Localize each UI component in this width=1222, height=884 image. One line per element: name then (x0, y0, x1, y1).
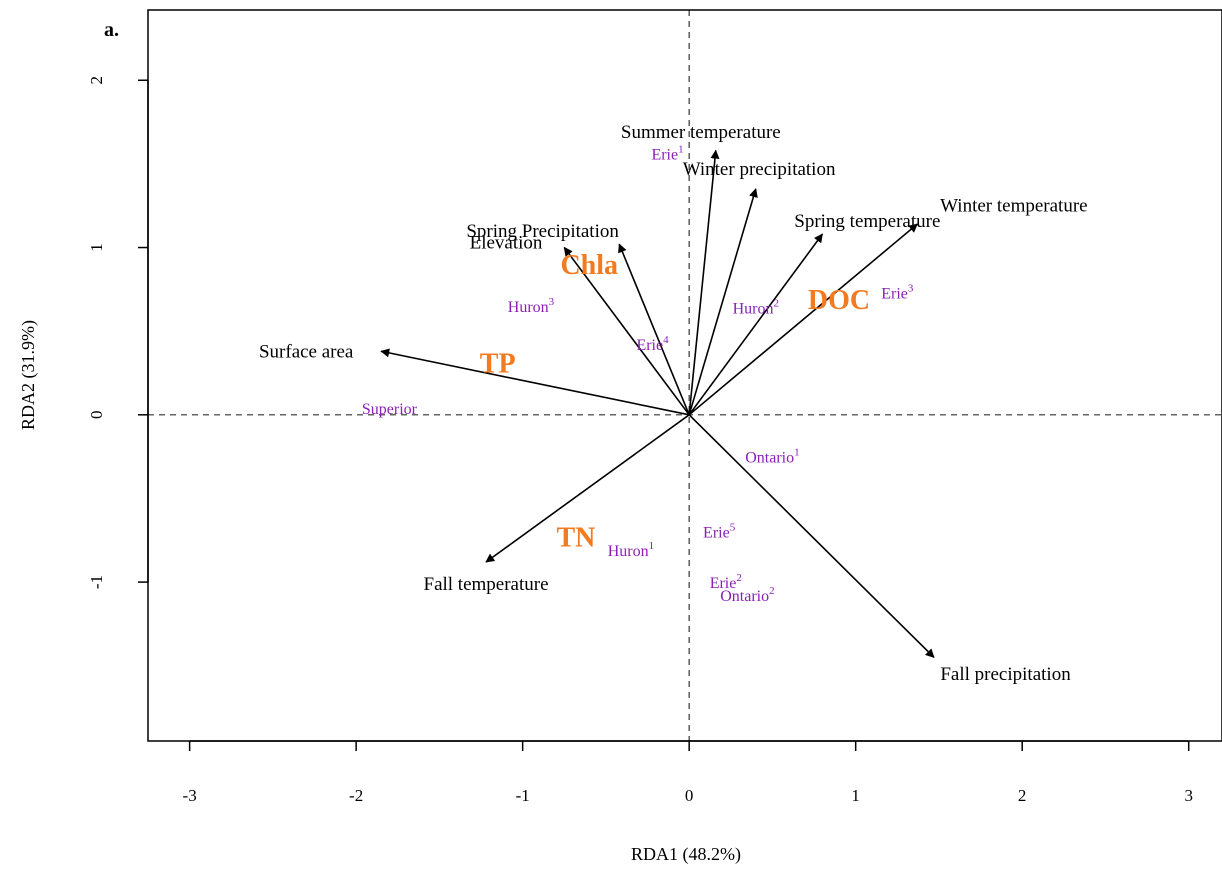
site-name: Huron (608, 543, 649, 560)
y-tick-label: -1 (87, 575, 106, 589)
y-tick-label: 1 (87, 243, 106, 252)
site-label: Huron3 (508, 295, 555, 315)
x-tick-label: 2 (1018, 786, 1027, 805)
x-tick-label: -3 (183, 786, 197, 805)
arrow-vector (380, 348, 690, 416)
site-label: Huron1 (608, 540, 654, 560)
site-label: Superior (362, 400, 418, 417)
arrow-label: Summer temperature (621, 122, 781, 143)
arrow-vector (618, 243, 690, 416)
y-tick-label: 2 (87, 76, 106, 85)
arrow-label: Fall temperature (424, 574, 549, 595)
arrow-vector (688, 149, 720, 415)
arrow-label: Surface area (259, 341, 354, 362)
site-name: Ontario (745, 449, 794, 466)
axes: -3 -2 -1 0 1 2 3 -1 0 1 2 (87, 76, 1193, 805)
plot-frame (147, 9, 1222, 742)
arrow-vector (688, 233, 824, 416)
response-label: Chla (560, 250, 618, 281)
site-name: Erie (710, 574, 737, 591)
arrow-vector (688, 188, 758, 416)
site-name: Erie (703, 524, 730, 541)
arrow-label: Winter temperature (940, 196, 1087, 217)
y-tick-label: 0 (87, 411, 106, 420)
arrow-label: Elevation (470, 233, 543, 254)
site-superscript: 2 (769, 585, 775, 597)
site-superscript: 4 (663, 334, 669, 346)
x-tick-label: 0 (685, 786, 694, 805)
x-axis-label: RDA1 (48.2%) (631, 844, 741, 865)
site-label: Erie1 (651, 143, 683, 163)
site-label: Ontario1 (745, 446, 799, 466)
site-label: Ontario2 (720, 585, 774, 605)
arrow-label: Fall precipitation (940, 664, 1071, 685)
arrow-label: Spring Precipitation (466, 221, 619, 242)
site-name: Huron (508, 298, 549, 315)
site-name: Superior (362, 400, 418, 417)
x-tick-label: -2 (349, 786, 363, 805)
site-superscript: 1 (649, 540, 655, 552)
site-name: Erie (881, 285, 908, 302)
panel-label: a. (104, 19, 119, 41)
site-label: Erie4 (636, 334, 669, 354)
response-label: TP (480, 349, 516, 380)
arrow-vector (563, 246, 690, 416)
site-superscript: 3 (549, 295, 555, 307)
arrow-vector (485, 414, 690, 563)
x-tick-label: -1 (516, 786, 530, 805)
site-superscript: 1 (794, 446, 800, 458)
x-tick-label: 3 (1184, 786, 1193, 805)
site-name: Huron (733, 300, 774, 317)
site-superscript: 2 (736, 571, 742, 583)
site-label: Erie3 (881, 282, 914, 302)
site-superscript: 5 (730, 521, 736, 533)
y-axis-label: RDA2 (31.9%) (18, 320, 39, 430)
site-name: Erie (651, 146, 678, 163)
site-label: Huron2 (733, 297, 779, 317)
site-superscript: 3 (908, 282, 914, 294)
arrow-vector (688, 414, 935, 658)
site-label: Erie5 (703, 521, 736, 541)
x-tick-label: 1 (851, 786, 860, 805)
response-label: TN (556, 523, 595, 554)
site-superscript: 1 (678, 143, 684, 155)
site-name: Erie (636, 337, 663, 354)
plot-area: Summer temperature Winter precipitation Wi… (148, 10, 1222, 741)
response-label: DOC (808, 285, 870, 316)
arrow-label: Winter precipitation (683, 159, 836, 180)
arrow-label: Spring temperature (794, 211, 940, 232)
site-superscript: 2 (773, 297, 779, 309)
site-name: Ontario (720, 588, 769, 605)
site-label: Erie2 (710, 571, 742, 591)
arrow-vector (688, 223, 918, 416)
